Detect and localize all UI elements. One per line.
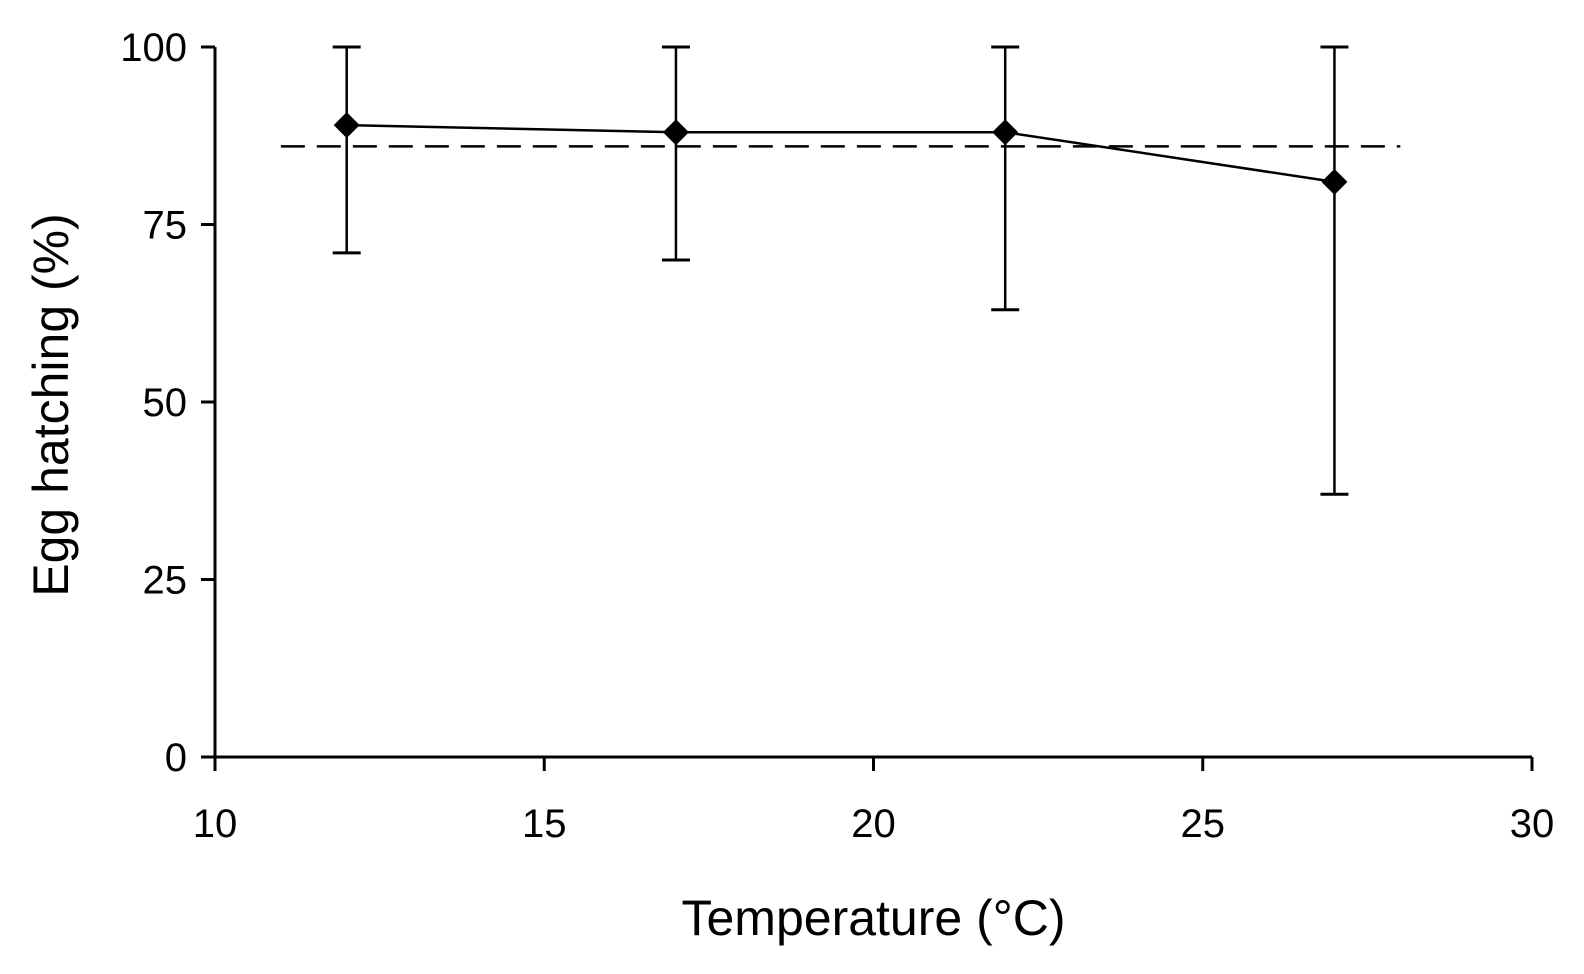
data-point-marker	[333, 112, 360, 139]
x-tick-label: 25	[1181, 802, 1226, 846]
x-tick-label: 30	[1510, 802, 1555, 846]
y-tick-label: 75	[143, 204, 188, 248]
markers	[333, 112, 1348, 195]
y-tick-label: 0	[165, 736, 187, 780]
series-line	[346, 123, 1335, 184]
x-tick-label: 10	[193, 802, 238, 846]
y-tick-label: 25	[143, 559, 188, 603]
x-tick-label: 20	[851, 802, 896, 846]
data-point-marker	[1321, 168, 1348, 195]
y-axis-title: Egg hatching (%)	[23, 213, 79, 597]
data-point-marker	[662, 119, 689, 146]
x-axis-title: Temperature (°C)	[682, 890, 1066, 946]
y-tick-label: 100	[120, 26, 187, 70]
series-line-group	[346, 123, 1335, 184]
error-bars	[332, 45, 1349, 496]
data-point-marker	[992, 119, 1019, 146]
y-tick-label: 50	[143, 381, 188, 425]
x-tick-label: 15	[522, 802, 567, 846]
ticks: 0 25 50 75 100 10 15 20 25 30	[120, 26, 1554, 846]
